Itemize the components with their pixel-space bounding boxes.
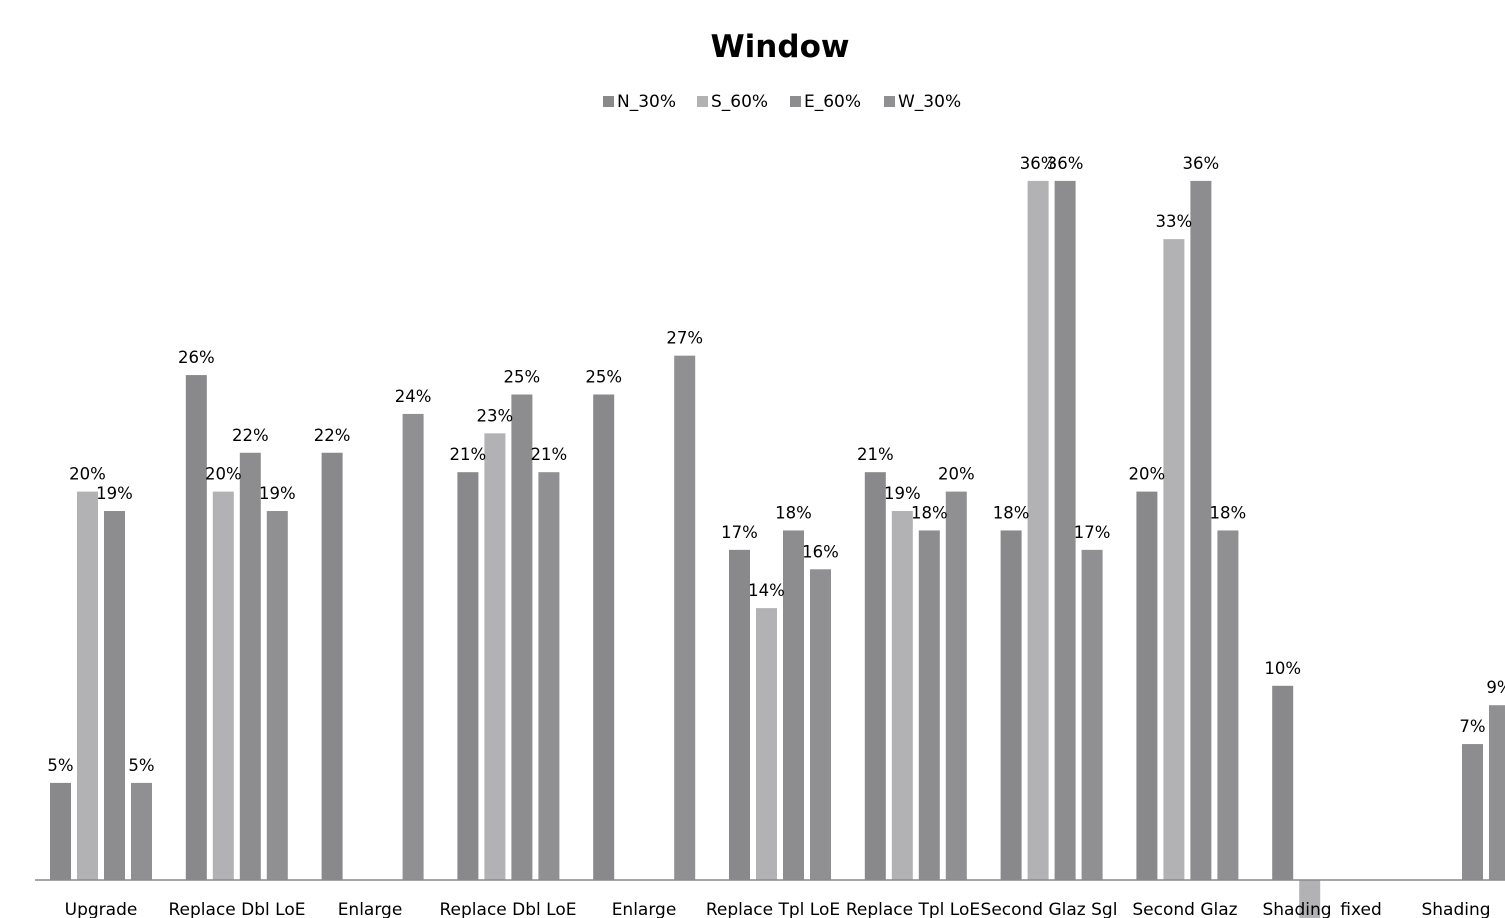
data-label-6-2: 14% [748, 581, 785, 600]
bar-9-3 [1190, 180, 1212, 880]
bar-8-1 [1000, 530, 1022, 880]
category-labels: Upgrade Replace Dbl LoE Enlarge Replace Dbl… [65, 900, 1491, 918]
bar-11-3 [1462, 744, 1483, 880]
category-label-2: Replace Dbl LoE [169, 900, 306, 918]
data-label-2-4: 19% [259, 484, 296, 503]
data-label-9-1: 20% [1129, 465, 1166, 484]
bar-4-2 [484, 433, 506, 880]
bar-5-4 [674, 355, 696, 880]
data-label-1-2: 20% [69, 465, 106, 484]
bar-4-3 [511, 394, 533, 880]
data-label-11-4: 9% [1486, 678, 1505, 697]
bar-1-2 [77, 491, 98, 880]
data-label-10-1: 10% [1264, 659, 1301, 678]
bar-4-1 [457, 472, 479, 880]
bar-5-1 [593, 394, 615, 880]
data-label-5-4: 27% [666, 329, 703, 348]
bar-6-1 [729, 549, 750, 880]
bar-9-2 [1163, 239, 1185, 880]
bar-8-4 [1081, 549, 1103, 880]
category-label-6: Replace Tpl LoE [706, 900, 840, 918]
data-label-8-1: 18% [993, 503, 1030, 522]
bars [50, 180, 1505, 918]
data-label-1-3: 19% [96, 484, 133, 503]
data-label-7-4: 20% [938, 465, 975, 484]
category-label-9: Second Glaz [1132, 900, 1237, 918]
data-label-5-1: 25% [585, 368, 622, 387]
data-label-1-4: 5% [128, 756, 154, 775]
data-label-4-1: 21% [450, 445, 487, 464]
bar-2-4 [266, 511, 288, 880]
bar-6-2 [756, 608, 777, 880]
bar-6-3 [783, 530, 804, 880]
category-label-4: Replace Dbl LoE [440, 900, 577, 918]
bar-1-1 [50, 782, 71, 880]
legend: N_30% S_60% E_60% W_30% [603, 92, 961, 112]
category-label-7: Replace Tpl LoE [846, 900, 980, 918]
bar-4-4 [538, 472, 560, 880]
bar-8-2 [1027, 180, 1049, 880]
bar-2-3 [239, 452, 261, 880]
bar-10-1 [1272, 685, 1294, 880]
legend-label-2: S_60% [711, 92, 768, 112]
bar-2-1 [185, 375, 207, 880]
data-label-8-2: 36% [1020, 154, 1057, 173]
data-label-6-4: 16% [802, 542, 839, 561]
data-label-2-3: 22% [232, 426, 269, 445]
category-label-12: Shading [1421, 900, 1490, 918]
legend-swatch-1 [603, 96, 614, 107]
bar-7-2 [891, 511, 913, 880]
bar-1-4 [131, 782, 152, 880]
legend-label-3: E_60% [804, 92, 861, 112]
legend-label-4: W_30% [898, 92, 961, 112]
data-labels: 5%20%19%5%26%20%22%19%22%24%21%23%25%21%… [47, 154, 1505, 775]
bar-3-1 [321, 452, 343, 880]
data-label-4-2: 23% [477, 406, 514, 425]
bar-7-3 [918, 530, 940, 880]
legend-swatch-4 [884, 96, 895, 107]
bar-7-1 [864, 472, 886, 880]
legend-swatch-2 [697, 96, 708, 107]
data-label-11-3: 7% [1459, 717, 1485, 736]
legend-label-1: N_30% [617, 92, 676, 112]
category-label-8: Second Glaz Sgl [981, 900, 1118, 918]
category-label-1: Upgrade [65, 900, 138, 918]
data-label-2-2: 20% [205, 465, 242, 484]
data-label-9-4: 18% [1210, 503, 1247, 522]
bar-11-4 [1489, 705, 1505, 880]
bar-8-3 [1054, 180, 1076, 880]
data-label-7-2: 19% [884, 484, 921, 503]
bar-9-1 [1136, 491, 1158, 880]
data-label-1-1: 5% [47, 756, 73, 775]
bar-9-4 [1217, 530, 1239, 880]
data-label-7-1: 21% [857, 445, 894, 464]
data-label-7-3: 18% [911, 503, 948, 522]
data-label-3-4: 24% [395, 387, 432, 406]
bar-2-2 [212, 491, 234, 880]
data-label-6-3: 18% [775, 503, 812, 522]
bar-7-4 [945, 491, 967, 880]
category-label-10: Shading [1262, 900, 1331, 918]
category-label-11: fixed [1340, 900, 1382, 918]
data-label-4-4: 21% [531, 445, 568, 464]
category-label-3: Enlarge [338, 900, 403, 918]
data-label-9-3: 36% [1183, 154, 1220, 173]
data-label-2-1: 26% [178, 348, 215, 367]
legend-swatch-3 [790, 96, 801, 107]
data-label-8-4: 17% [1074, 523, 1111, 542]
data-label-8-3: 36% [1047, 154, 1084, 173]
data-label-6-1: 17% [721, 523, 758, 542]
bar-3-4 [402, 413, 424, 880]
bar-1-3 [104, 511, 125, 880]
bar-6-4 [810, 569, 831, 880]
data-label-9-2: 33% [1156, 212, 1193, 231]
data-label-4-3: 25% [504, 368, 541, 387]
data-label-3-1: 22% [314, 426, 351, 445]
category-label-5: Enlarge [612, 900, 677, 918]
bar-10-2 [1299, 880, 1321, 918]
chart-title: Window [710, 29, 849, 65]
